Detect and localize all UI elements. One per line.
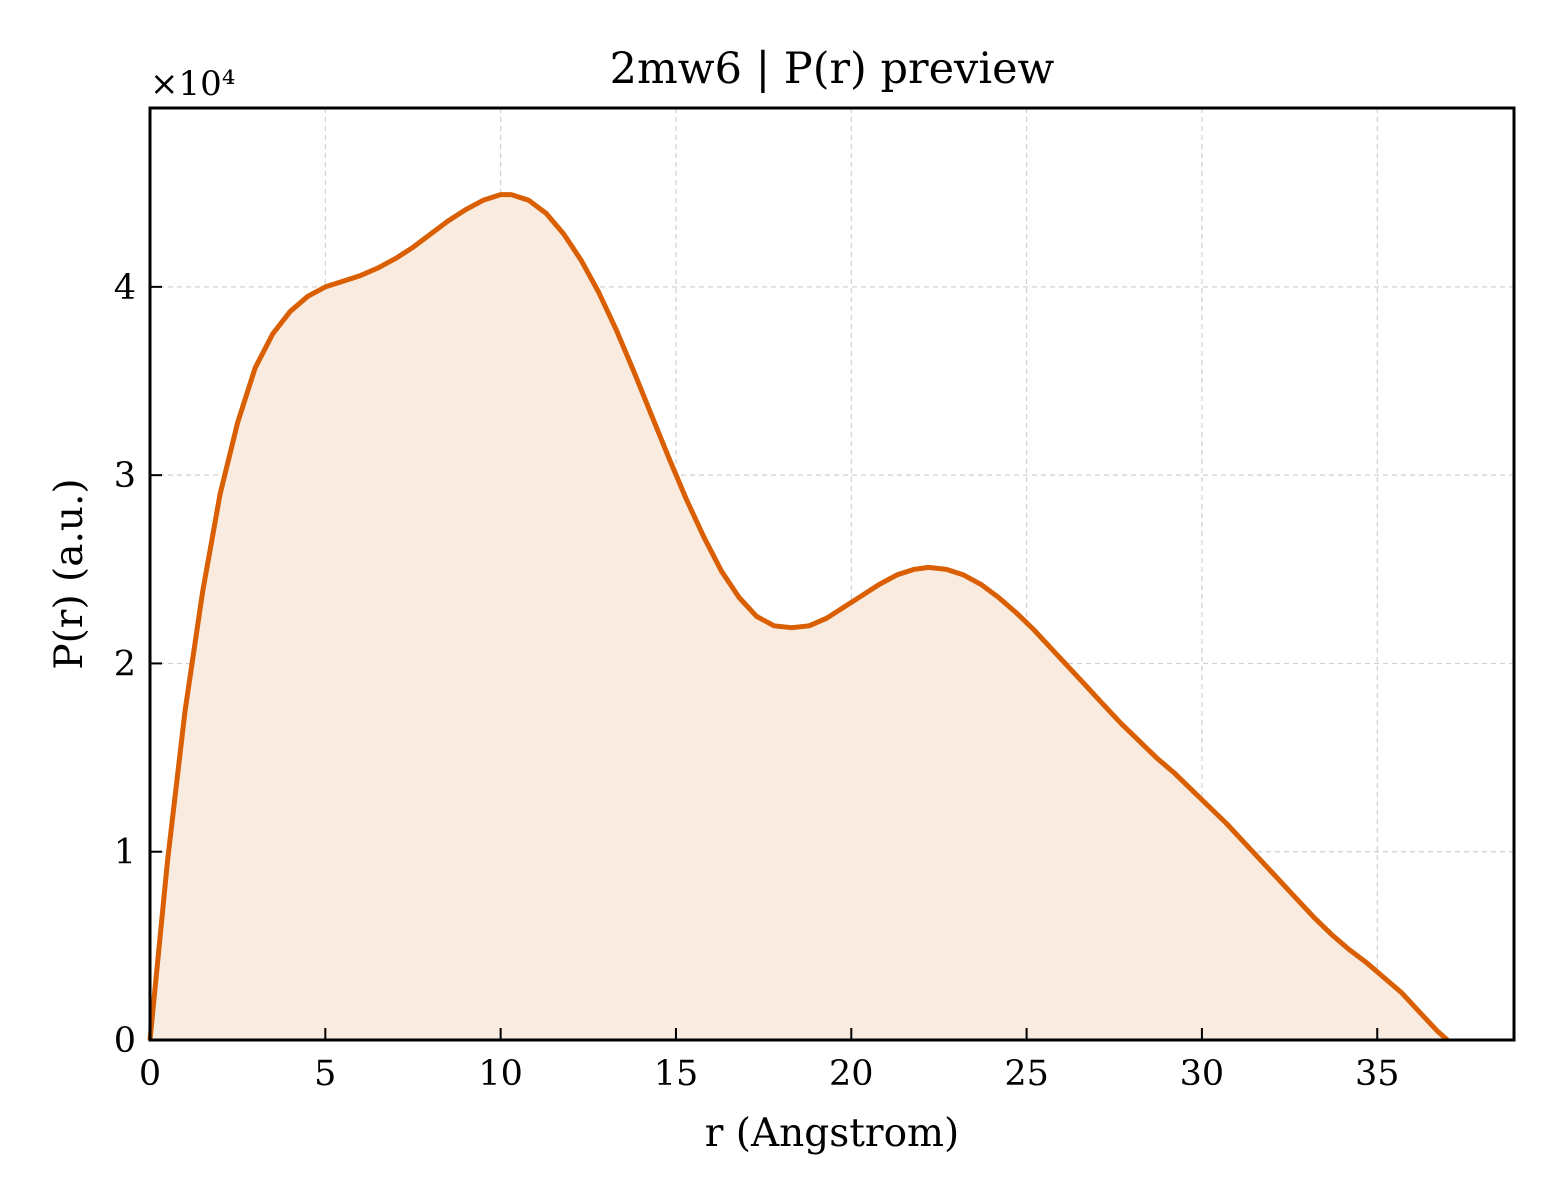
y-tick-label: 2 — [114, 644, 136, 684]
y-offset-label: ×10⁴ — [150, 64, 235, 104]
y-tick-label: 0 — [114, 1021, 136, 1061]
x-axis-label: r (Angstrom) — [705, 1111, 960, 1156]
x-tick-label: 20 — [829, 1054, 874, 1094]
y-tick-label: 1 — [114, 833, 136, 873]
axis-ticks: 0 5 10 15 20 25 30 35 0 1 2 3 4 — [114, 268, 1400, 1094]
x-tick-label: 10 — [478, 1054, 523, 1094]
x-tick-label: 15 — [654, 1054, 699, 1094]
pr-curve-line — [147, 192, 1450, 1042]
x-tick-label: 0 — [139, 1054, 161, 1094]
y-tick-label: 4 — [114, 268, 136, 308]
y-axis-label: P(r) (a.u.) — [47, 478, 92, 669]
x-tick-label: 30 — [1180, 1054, 1225, 1094]
plot-frame — [148, 106, 1516, 1042]
x-tick-label: 25 — [1004, 1054, 1049, 1094]
x-tick-label: 5 — [314, 1054, 336, 1094]
chart-title: 2mw6 | P(r) preview — [610, 44, 1055, 94]
y-tick-label: 3 — [114, 456, 136, 496]
x-tick-label: 35 — [1355, 1054, 1400, 1094]
pr-area-fill — [150, 194, 1448, 1041]
